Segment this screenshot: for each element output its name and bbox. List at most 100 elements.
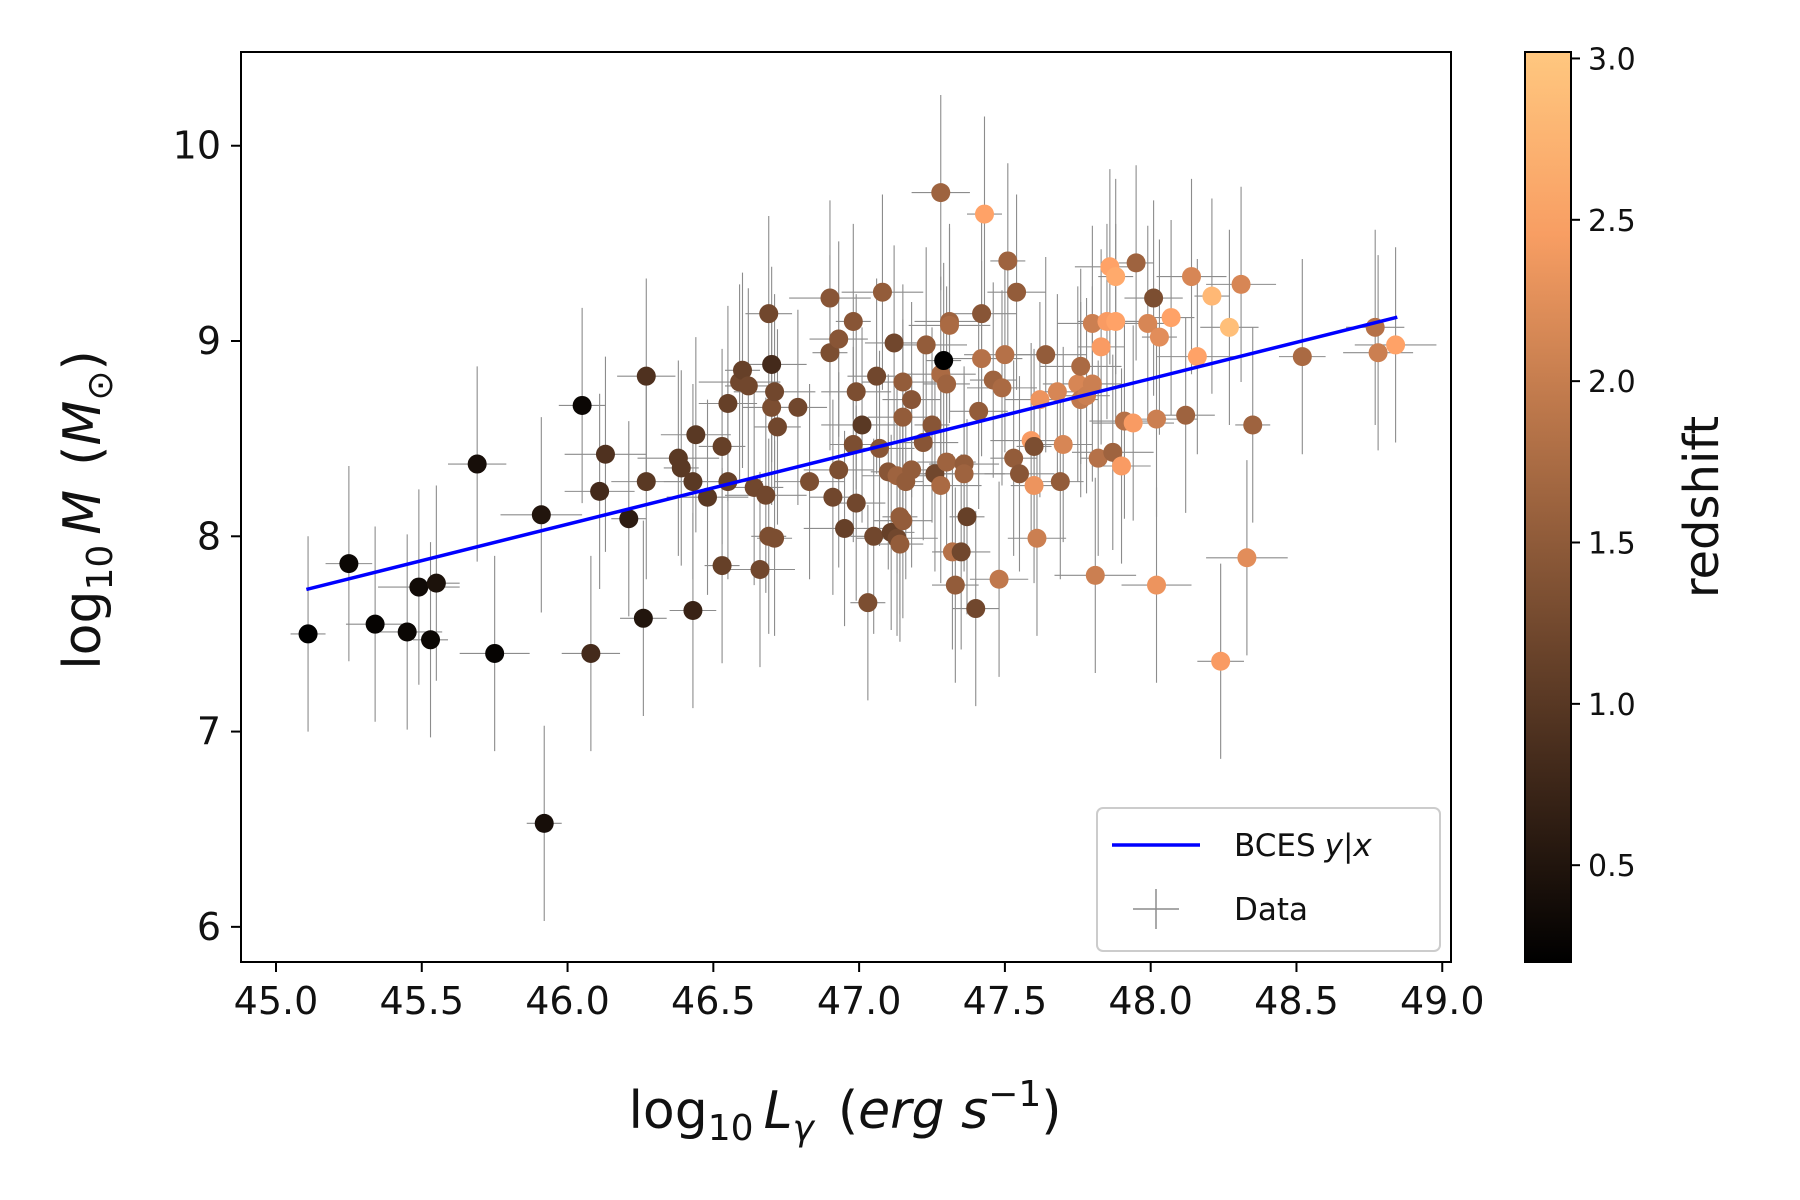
data-point xyxy=(1007,282,1027,302)
data-point xyxy=(843,435,863,455)
data-point xyxy=(1082,313,1102,333)
colorbar xyxy=(1524,51,1572,963)
data-point xyxy=(1144,288,1164,308)
data-point xyxy=(820,288,840,308)
data-point xyxy=(1161,308,1181,328)
data-point xyxy=(969,401,989,421)
data-point xyxy=(756,485,776,505)
data-point xyxy=(1004,448,1024,468)
data-point xyxy=(397,622,417,642)
x-tick-label: 46.0 xyxy=(525,979,610,1023)
data-point xyxy=(683,472,703,492)
data-point xyxy=(893,407,913,427)
y-tick-label: 8 xyxy=(197,514,221,558)
data-point xyxy=(954,464,974,484)
data-point xyxy=(712,556,732,576)
data-point xyxy=(934,351,954,371)
y-axis-ticks: 6 7 8 9 10 xyxy=(173,124,241,949)
data-point xyxy=(485,643,505,663)
y-axis-title: log10M(M⊙) xyxy=(53,350,121,670)
data-point xyxy=(421,630,441,650)
data-point xyxy=(671,458,691,478)
data-point xyxy=(531,505,551,525)
data-point xyxy=(619,509,639,529)
data-point xyxy=(1219,317,1239,337)
data-point xyxy=(1386,335,1406,355)
data-point xyxy=(846,493,866,513)
data-point xyxy=(1024,476,1044,496)
x-tick-label: 48.5 xyxy=(1254,979,1339,1023)
data-point xyxy=(1138,313,1158,333)
data-point xyxy=(572,395,592,415)
data-point xyxy=(1071,356,1091,376)
data-point xyxy=(762,354,782,374)
data-point xyxy=(864,526,884,546)
data-point xyxy=(867,366,887,386)
colorbar-tick-label: 2.5 xyxy=(1588,204,1636,239)
data-point xyxy=(829,329,849,349)
x-tick-label: 46.5 xyxy=(671,979,756,1023)
data-point xyxy=(823,487,843,507)
data-point xyxy=(686,425,706,445)
data-point xyxy=(1047,382,1067,402)
data-point xyxy=(1088,448,1108,468)
data-point xyxy=(843,311,863,331)
data-point xyxy=(1187,347,1207,367)
data-point xyxy=(858,593,878,613)
data-point xyxy=(1106,267,1126,287)
data-point xyxy=(1176,405,1196,425)
data-point xyxy=(1106,311,1126,331)
data-point xyxy=(698,487,718,507)
data-point xyxy=(633,608,653,628)
data-point xyxy=(922,415,942,435)
legend-label-bces: BCES y|x xyxy=(1234,828,1372,864)
data-point xyxy=(992,378,1012,398)
data-point xyxy=(1112,456,1132,476)
data-point xyxy=(636,472,656,492)
data-point xyxy=(1231,274,1251,294)
x-tick-label: 47.5 xyxy=(963,979,1048,1023)
data-point xyxy=(1009,464,1029,484)
data-point xyxy=(762,397,782,417)
data-point xyxy=(902,390,922,410)
data-point xyxy=(1085,565,1105,585)
data-point xyxy=(931,183,951,203)
data-point xyxy=(426,573,446,593)
data-point xyxy=(683,600,703,620)
data-point xyxy=(820,343,840,363)
legend-label-data: Data xyxy=(1234,892,1308,928)
data-point xyxy=(966,599,986,619)
colorbar-label: redshift xyxy=(1674,416,1730,598)
data-point xyxy=(409,577,429,597)
data-point xyxy=(957,507,977,527)
data-point xyxy=(1147,575,1167,595)
data-point xyxy=(788,397,808,417)
data-point xyxy=(937,374,957,394)
x-tick-label: 47.0 xyxy=(817,979,902,1023)
y-tick-label: 6 xyxy=(197,905,221,949)
data-point xyxy=(1091,337,1111,357)
x-tick-label: 48.0 xyxy=(1108,979,1193,1023)
data-point xyxy=(884,333,904,353)
plot-frame xyxy=(240,51,1452,963)
data-point xyxy=(989,569,1009,589)
data-point xyxy=(1027,528,1047,548)
x-tick-label: 49.0 xyxy=(1400,979,1485,1023)
data-point xyxy=(534,813,554,833)
data-point xyxy=(945,575,965,595)
data-point xyxy=(1147,409,1167,429)
data-point xyxy=(937,452,957,472)
data-point xyxy=(972,304,992,324)
x-axis-title: log10 Lγ (erg s−1) xyxy=(628,1074,1061,1149)
data-point xyxy=(581,643,601,663)
data-point xyxy=(1053,435,1073,455)
y-tick-label: 10 xyxy=(173,124,221,168)
data-point xyxy=(738,376,758,396)
data-point xyxy=(1243,415,1263,435)
data-point xyxy=(1149,327,1169,347)
data-point xyxy=(1123,413,1143,433)
data-point xyxy=(916,335,936,355)
colorbar-tick-label: 3.0 xyxy=(1588,42,1636,77)
data-point xyxy=(718,394,738,414)
